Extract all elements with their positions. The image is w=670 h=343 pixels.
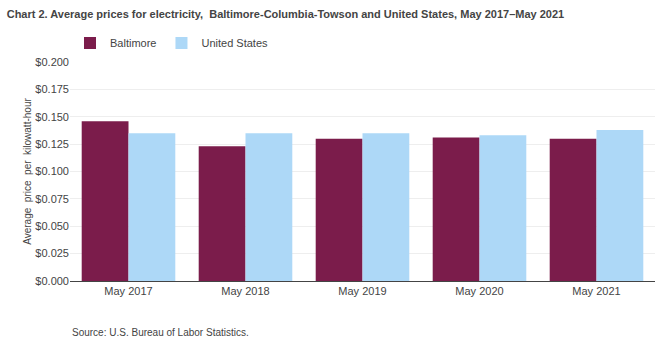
svg-text:May 2020: May 2020: [455, 285, 503, 297]
svg-text:Baltimore: Baltimore: [110, 37, 156, 49]
svg-text:May 2018: May 2018: [221, 285, 269, 297]
svg-text:$0.100: $0.100: [35, 165, 69, 177]
svg-text:$0.075: $0.075: [35, 193, 69, 205]
svg-text:$0.125: $0.125: [35, 138, 69, 150]
svg-text:May 2019: May 2019: [338, 285, 386, 297]
svg-text:Average price per kilowatt-: Average price per kilowatt-hour: [22, 98, 33, 245]
svg-text:$0.150: $0.150: [35, 111, 69, 123]
svg-text:$0.000: $0.000: [35, 275, 69, 287]
svg-text:$0.200: $0.200: [35, 56, 69, 68]
svg-text:Source: U.S. Bureau of Labor S: Source: U.S. Bureau of Labor Statistics.: [72, 327, 249, 338]
svg-text:May 2021: May 2021: [572, 285, 620, 297]
svg-text:Chart 2. Average prices for el: Chart 2. Average prices for electricity,…: [7, 8, 565, 20]
svg-text:United States: United States: [201, 37, 268, 49]
svg-text:May 2017: May 2017: [104, 285, 152, 297]
svg-text:$0.050: $0.050: [35, 220, 69, 232]
svg-text:$0.025: $0.025: [35, 247, 69, 259]
svg-text:$0.175: $0.175: [35, 83, 69, 95]
